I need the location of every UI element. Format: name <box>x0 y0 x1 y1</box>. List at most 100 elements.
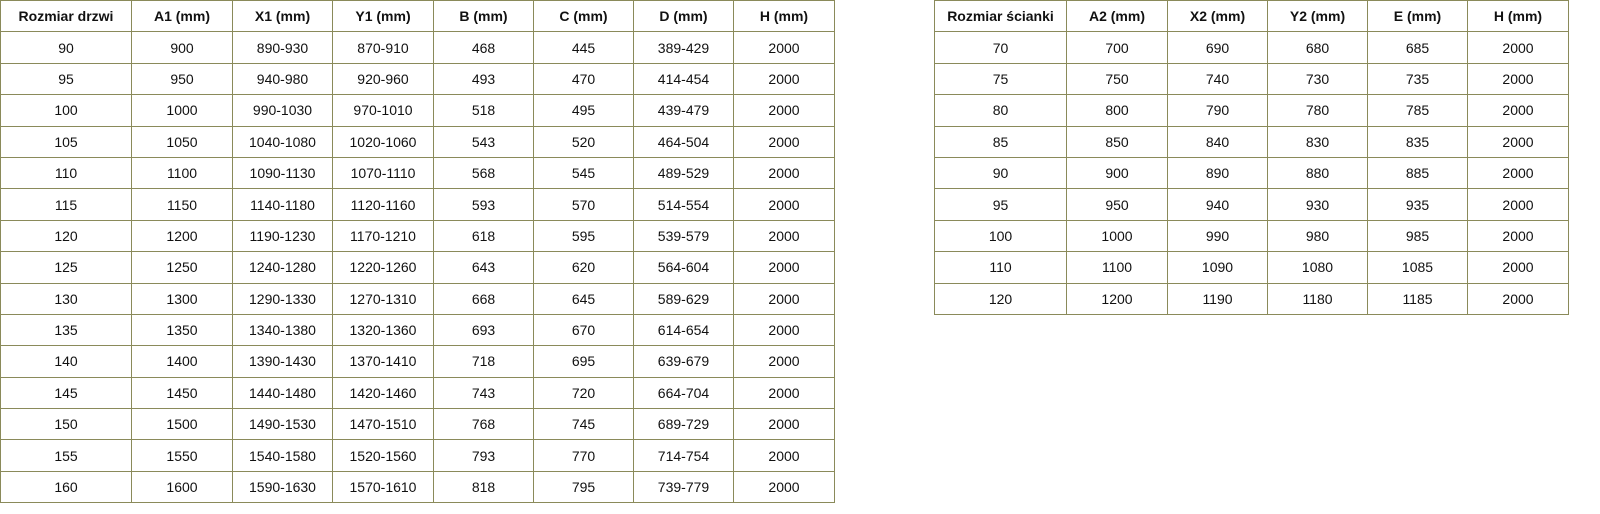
table-cell: 1540-1580 <box>232 439 333 472</box>
table-cell: 2000 <box>733 251 835 284</box>
table-cell: 1550 <box>131 439 233 472</box>
table-cell: 2000 <box>1467 219 1569 253</box>
table-cell: 620 <box>533 251 634 284</box>
table-cell: 1190 <box>1167 282 1268 315</box>
table-cell: 1470-1510 <box>332 408 434 441</box>
table-cell: 2000 <box>733 282 835 315</box>
table-cell: 2000 <box>733 156 835 190</box>
table-cell: 720 <box>533 376 634 410</box>
table-cell: 2000 <box>733 376 835 410</box>
table-cell: 970-1010 <box>332 94 434 127</box>
table-cell: 2000 <box>733 470 835 504</box>
table-cell: 1180 <box>1267 282 1368 315</box>
table-cell: 595 <box>533 219 634 253</box>
table-row: 75 750 740 730 735 2000 <box>934 62 1569 96</box>
table-cell: 1390-1430 <box>232 345 333 378</box>
table-row: 100 1000 990-1030 970-1010 518 495 439-479 2000 <box>0 94 835 127</box>
table-cell: 1490-1530 <box>232 408 333 441</box>
table-row: 105 1050 1040-1080 1020-1060 543 520 464-504 20… <box>0 125 835 158</box>
table-row: 135 1350 1340-1380 1320-1360 693 670 614-654 20… <box>0 313 835 347</box>
table-cell: 140 <box>0 345 132 378</box>
table-cell: 870-910 <box>332 31 434 64</box>
column-header: X2 (mm) <box>1167 0 1268 33</box>
table-cell: 2000 <box>1467 125 1569 158</box>
column-header: X1 (mm) <box>232 0 333 33</box>
table-cell: 160 <box>0 470 132 504</box>
table-cell: 2000 <box>733 188 835 221</box>
table-row: 120 1200 1190 1180 1185 2000 <box>934 282 1569 315</box>
table-cell: 2000 <box>1467 188 1569 221</box>
table-cell: 593 <box>433 188 534 221</box>
table-row: 100 1000 990 980 985 2000 <box>934 219 1569 253</box>
table-cell: 700 <box>1066 31 1168 64</box>
table-cell: 1350 <box>131 313 233 347</box>
table-cell: 645 <box>533 282 634 315</box>
table-cell: 940-980 <box>232 62 333 96</box>
table-cell: 1050 <box>131 125 233 158</box>
table-cell: 1290-1330 <box>232 282 333 315</box>
table-row: 95 950 940 930 935 2000 <box>934 188 1569 221</box>
table-cell: 539-579 <box>633 219 734 253</box>
table-cell: 389-429 <box>633 31 734 64</box>
table-cell: 1190-1230 <box>232 219 333 253</box>
table-cell: 689-729 <box>633 408 734 441</box>
table-cell: 514-554 <box>633 188 734 221</box>
table-cell: 489-529 <box>633 156 734 190</box>
table-cell: 2000 <box>733 219 835 253</box>
table-cell: 1020-1060 <box>332 125 434 158</box>
table-cell: 545 <box>533 156 634 190</box>
table-cell: 1000 <box>1066 219 1168 253</box>
table-cell: 1150 <box>131 188 233 221</box>
table-cell: 470 <box>533 62 634 96</box>
column-header: A1 (mm) <box>131 0 233 33</box>
table-cell: 768 <box>433 408 534 441</box>
table-cell: 880 <box>1267 156 1368 190</box>
column-header: Y2 (mm) <box>1267 0 1368 33</box>
table-cell: 780 <box>1267 94 1368 127</box>
table-cell: 795 <box>533 470 634 504</box>
table-cell: 90 <box>0 31 132 64</box>
table-cell: 990 <box>1167 219 1268 253</box>
table-cell: 95 <box>934 188 1067 221</box>
table-cell: 730 <box>1267 62 1368 96</box>
table-cell: 130 <box>0 282 132 315</box>
table-cell: 885 <box>1367 156 1468 190</box>
table-row: 90 900 890-930 870-910 468 445 389-429 2000 <box>0 31 835 64</box>
column-header: A2 (mm) <box>1066 0 1168 33</box>
table-cell: 714-754 <box>633 439 734 472</box>
table-cell: 2000 <box>733 62 835 96</box>
table-row: 70 700 690 680 685 2000 <box>934 31 1569 64</box>
table-cell: 90 <box>934 156 1067 190</box>
table-cell: 750 <box>1066 62 1168 96</box>
table-cell: 105 <box>0 125 132 158</box>
table-cell: 693 <box>433 313 534 347</box>
table-cell: 1100 <box>131 156 233 190</box>
table-cell: 790 <box>1167 94 1268 127</box>
table-cell: 80 <box>934 94 1067 127</box>
table-cell: 745 <box>533 408 634 441</box>
table-cell: 100 <box>0 94 132 127</box>
table-cell: 120 <box>0 219 132 253</box>
table-row: 125 1250 1240-1280 1220-1260 643 620 564-604 20… <box>0 251 835 284</box>
table-cell: 950 <box>1066 188 1168 221</box>
table-cell: 564-604 <box>633 251 734 284</box>
table-row: 140 1400 1390-1430 1370-1410 718 695 639-679 20… <box>0 345 835 378</box>
table-cell: 520 <box>533 125 634 158</box>
table-cell: 1080 <box>1267 251 1368 284</box>
table-cell: 1170-1210 <box>332 219 434 253</box>
table-cell: 668 <box>433 282 534 315</box>
table-cell: 518 <box>433 94 534 127</box>
table-row: 115 1150 1140-1180 1120-1160 593 570 514-554 20… <box>0 188 835 221</box>
column-header: Rozmiar drzwi <box>0 0 132 33</box>
table-cell: 940 <box>1167 188 1268 221</box>
table-cell: 930 <box>1267 188 1368 221</box>
table-cell: 743 <box>433 376 534 410</box>
table-cell: 1120-1160 <box>332 188 434 221</box>
table-cell: 464-504 <box>633 125 734 158</box>
table-row: 80 800 790 780 785 2000 <box>934 94 1569 127</box>
column-header: C (mm) <box>533 0 634 33</box>
table-cell: 643 <box>433 251 534 284</box>
table-cell: 145 <box>0 376 132 410</box>
table-cell: 2000 <box>733 313 835 347</box>
table-cell: 95 <box>0 62 132 96</box>
